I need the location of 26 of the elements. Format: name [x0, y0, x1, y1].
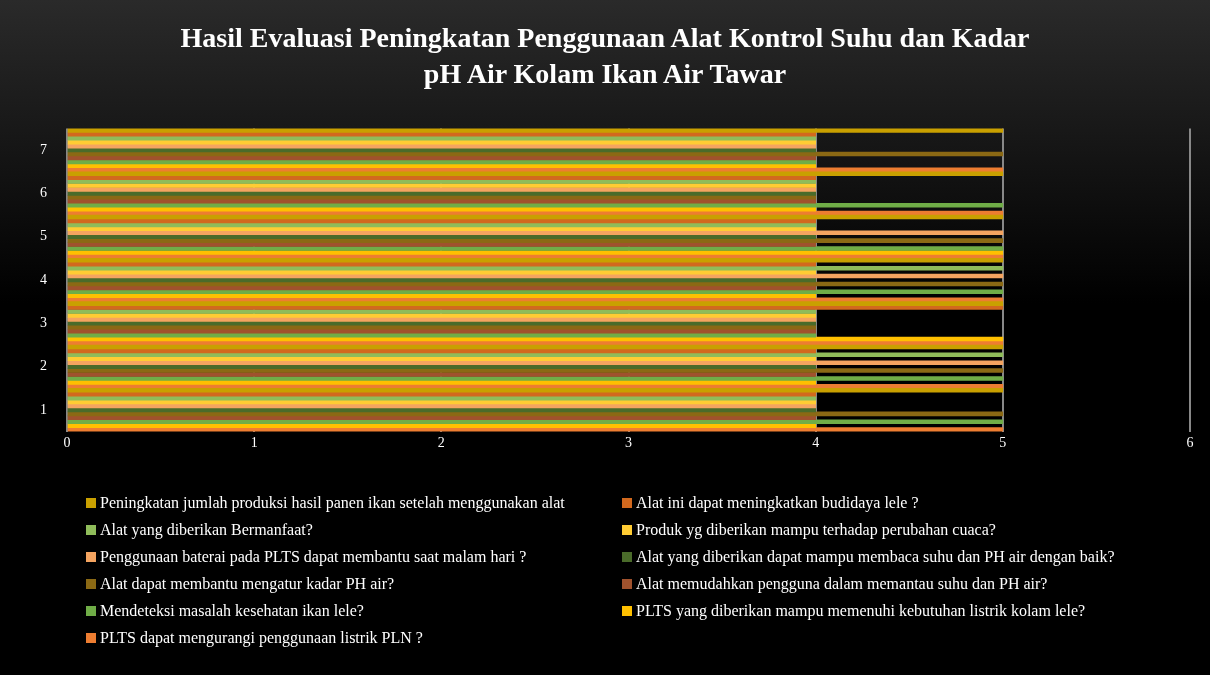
y-tick-label: 2 — [40, 358, 47, 374]
x-tick-label: 4 — [812, 434, 820, 450]
legend-label: Alat yang diberikan Bermanfaat? — [100, 520, 313, 539]
y-tick-label: 4 — [40, 271, 47, 287]
legend-label: PLTS yang diberikan mampu memenuhi kebutuhan listrik kolam lele? — [636, 601, 1086, 620]
legend-label: Mendeteksi masalah kesehatan ikan lele? — [100, 601, 364, 620]
x-tick-label: 2 — [437, 434, 445, 450]
legend-label: Penggunaan baterai pada PLTS dapat membantu saat malam hari ? — [100, 547, 527, 566]
legend-label: Alat dapat membantu mengatur kadar PH air? — [100, 574, 395, 593]
y-tick-label: 3 — [40, 314, 47, 330]
y-tick-label: 6 — [40, 185, 47, 201]
y-tick-label: 7 — [40, 141, 47, 157]
x-tick-label: 6 — [1186, 434, 1194, 450]
chart-title: Hasil Evaluasi Peningkatan Penggunaan Alat Kontrol Suhu dan Kadar pH Air Kolam Ikan Air Tawar — [179, 21, 1031, 91]
legend-label: Alat yang diberikan dapat mampu membaca suhu dan PH air dengan baik? — [636, 547, 1115, 566]
legend-label: Peningkatan jumlah produksi hasil panen ikan setelah menggunakan alat — [100, 493, 565, 512]
x-tick-label: 3 — [625, 434, 632, 450]
x-tick-label: 1 — [250, 434, 258, 450]
x-tick-label: 5 — [999, 434, 1007, 450]
legend-label: Alat memudahkan pengguna dalam memantau suhu dan PH air? — [636, 574, 1048, 593]
x-tick-label: 0 — [63, 434, 71, 450]
legend-label: PLTS dapat mengurangi penggunaan listrik PLN ? — [100, 628, 423, 647]
y-tick-label: 1 — [40, 401, 47, 417]
legend-label: Produk yg diberikan mampu terhadap perubahan cuaca? — [636, 520, 996, 539]
y-tick-label: 5 — [40, 228, 47, 244]
legend-label: Alat ini dapat meningkatkan budidaya lele ? — [636, 493, 919, 512]
